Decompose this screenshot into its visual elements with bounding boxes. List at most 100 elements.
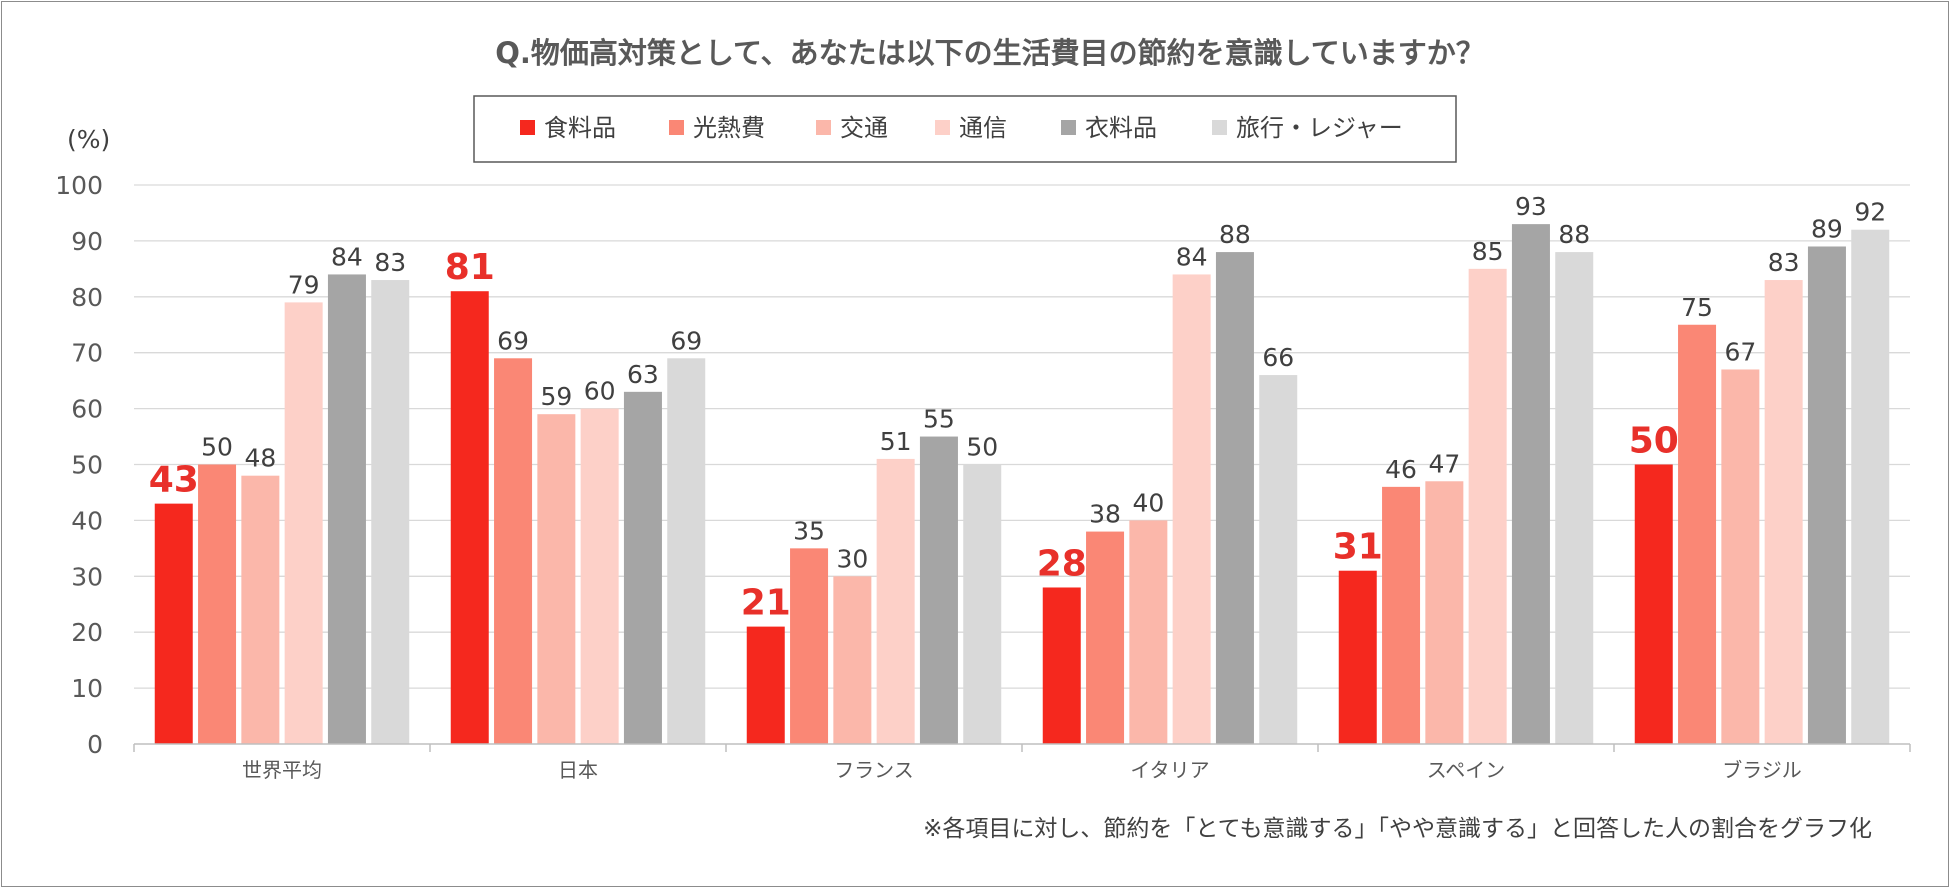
y-tick-label: 10	[71, 674, 103, 703]
bar	[623, 391, 662, 744]
bar	[1634, 464, 1673, 744]
legend-items: 食料品 光熱費 交通 通信 衣料品 旅行・レジャー	[520, 114, 1403, 142]
data-label: 47	[1428, 449, 1460, 478]
legend-box	[473, 95, 1457, 163]
y-tick-label: 50	[71, 451, 103, 480]
legend-label: 旅行・レジャー	[1236, 114, 1403, 142]
data-label: 51	[880, 427, 912, 456]
legend-swatch	[669, 120, 684, 135]
data-label: 84	[1176, 242, 1208, 271]
data-label: 50	[201, 433, 233, 462]
data-label: 75	[1681, 293, 1713, 322]
data-label: 50	[1629, 421, 1679, 462]
legend-label: 通信	[959, 114, 1007, 142]
chart-title: Q.物価高対策として、あなたは以下の生活費目の節約を意識していますか？	[495, 36, 1484, 70]
category-label: ブラジル	[1722, 758, 1802, 782]
bars	[154, 224, 1890, 745]
data-label: 48	[244, 444, 276, 473]
bar	[327, 274, 366, 744]
data-label: 92	[1854, 198, 1886, 227]
data-label: 85	[1472, 237, 1504, 266]
bar	[1555, 252, 1594, 744]
data-label: 83	[1768, 248, 1800, 277]
bar	[1172, 274, 1211, 744]
data-label: 38	[1089, 500, 1121, 529]
y-tick-label: 40	[71, 506, 103, 535]
bar	[284, 302, 323, 744]
data-label: 88	[1219, 220, 1251, 249]
data-label: 63	[627, 360, 659, 389]
bar	[1678, 324, 1717, 744]
data-label: 46	[1385, 455, 1417, 484]
data-label: 66	[1262, 343, 1294, 372]
data-label: 69	[497, 326, 529, 355]
bar	[1215, 252, 1254, 744]
legend-swatch	[935, 120, 950, 135]
bar	[1382, 486, 1421, 744]
category-label: イタリア	[1130, 758, 1209, 782]
bar	[1425, 481, 1464, 744]
data-label: 21	[741, 583, 791, 624]
x-axis-category-labels: 世界平均 日本 フランス イタリア スペイン ブラジル	[242, 758, 1802, 782]
legend-swatch	[1061, 120, 1076, 135]
legend-swatch	[816, 120, 831, 135]
data-label: 60	[584, 377, 616, 406]
gridlines	[134, 184, 1910, 689]
bar	[1259, 375, 1298, 744]
category-label: スペイン	[1427, 758, 1506, 782]
bar	[1721, 369, 1760, 744]
data-label: 30	[836, 544, 868, 573]
y-axis-unit-label: (%)	[67, 125, 110, 154]
x-axis-category-ticks	[133, 744, 1911, 752]
bar	[919, 436, 958, 744]
legend: 食料品 光熱費 交通 通信 衣料品 旅行・レジャー	[473, 95, 1457, 163]
bar	[580, 408, 619, 744]
bar	[1807, 246, 1846, 745]
bar	[371, 280, 410, 744]
bar	[494, 358, 533, 744]
bar	[154, 503, 193, 744]
category-label: 日本	[558, 758, 598, 782]
legend-label: 食料品	[544, 114, 616, 142]
data-label: 31	[1333, 527, 1383, 568]
data-label: 55	[923, 405, 955, 434]
bar	[746, 626, 785, 744]
data-label: 59	[540, 382, 572, 411]
data-label: 35	[793, 516, 825, 545]
bar	[1511, 224, 1550, 744]
legend-label: 衣料品	[1085, 114, 1157, 142]
legend-swatch	[520, 120, 535, 135]
bar	[790, 548, 829, 744]
y-tick-label: 90	[71, 227, 103, 256]
data-label: 83	[374, 248, 406, 277]
data-label: 40	[1132, 488, 1164, 517]
y-axis-ticks: 0 10 20 30 40 50 60 70 80 90 100	[55, 171, 103, 759]
y-tick-label: 20	[71, 618, 103, 647]
data-label: 88	[1558, 220, 1590, 249]
bar	[963, 464, 1002, 744]
data-label: 69	[670, 326, 702, 355]
data-label: 93	[1515, 192, 1547, 221]
bar	[1129, 520, 1168, 744]
data-label: 43	[149, 460, 199, 501]
data-label: 81	[445, 247, 495, 288]
legend-label: 交通	[840, 114, 888, 142]
bar	[876, 458, 915, 744]
y-tick-label: 100	[55, 171, 103, 200]
bar	[537, 414, 576, 744]
y-tick-label: 30	[71, 562, 103, 591]
data-label: 79	[288, 270, 320, 299]
footnote: ※各項目に対し、節約を「とても意識する」「やや意識する」と回答した人の割合をグラ…	[923, 816, 1872, 842]
bar	[450, 291, 489, 744]
y-tick-label: 0	[87, 730, 103, 759]
bar	[1338, 570, 1377, 744]
bar	[1764, 280, 1803, 744]
bar	[1851, 229, 1890, 745]
bar	[241, 475, 280, 744]
y-tick-label: 60	[71, 395, 103, 424]
y-tick-label: 80	[71, 283, 103, 312]
data-label: 84	[331, 242, 363, 271]
legend-label: 光熱費	[693, 114, 765, 142]
